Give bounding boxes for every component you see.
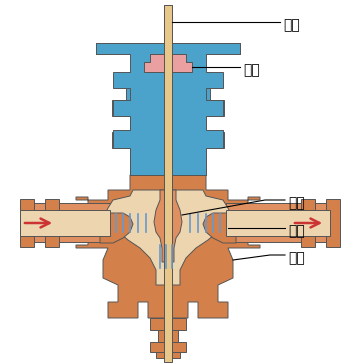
Circle shape [165, 94, 171, 101]
Polygon shape [326, 199, 340, 247]
Circle shape [165, 103, 171, 110]
Polygon shape [112, 132, 224, 148]
Circle shape [165, 123, 171, 131]
Polygon shape [126, 72, 210, 100]
Circle shape [165, 89, 171, 95]
Polygon shape [301, 199, 315, 247]
Polygon shape [130, 116, 206, 132]
Circle shape [165, 148, 171, 155]
Polygon shape [158, 330, 178, 342]
Polygon shape [103, 190, 233, 285]
Polygon shape [226, 203, 330, 242]
Text: 阀体: 阀体 [288, 251, 305, 265]
Polygon shape [20, 199, 34, 247]
Circle shape [165, 159, 171, 166]
Polygon shape [96, 43, 240, 54]
Polygon shape [76, 175, 260, 318]
Polygon shape [20, 210, 110, 236]
Circle shape [165, 134, 171, 140]
Polygon shape [154, 190, 182, 262]
Polygon shape [100, 213, 133, 243]
Circle shape [165, 143, 171, 151]
Polygon shape [226, 210, 330, 236]
Polygon shape [164, 5, 172, 362]
Text: 阀座: 阀座 [288, 224, 305, 238]
Text: 阀杆: 阀杆 [283, 18, 300, 32]
Polygon shape [150, 342, 186, 352]
Circle shape [165, 98, 171, 106]
Polygon shape [203, 213, 236, 243]
Text: 阀芯: 阀芯 [288, 196, 305, 210]
Circle shape [165, 163, 171, 171]
Polygon shape [144, 54, 192, 72]
Polygon shape [164, 5, 172, 355]
Polygon shape [96, 43, 240, 175]
Polygon shape [145, 54, 191, 72]
Polygon shape [150, 318, 186, 330]
Circle shape [165, 168, 171, 175]
Circle shape [165, 109, 171, 115]
Circle shape [165, 154, 171, 160]
Circle shape [165, 129, 171, 135]
Circle shape [165, 118, 171, 126]
Polygon shape [112, 100, 224, 116]
Polygon shape [130, 148, 206, 175]
Polygon shape [45, 199, 59, 247]
Text: 填料: 填料 [243, 63, 260, 77]
Polygon shape [96, 43, 240, 54]
Polygon shape [20, 203, 110, 242]
Circle shape [165, 139, 171, 146]
Polygon shape [156, 352, 180, 358]
Circle shape [165, 114, 171, 121]
